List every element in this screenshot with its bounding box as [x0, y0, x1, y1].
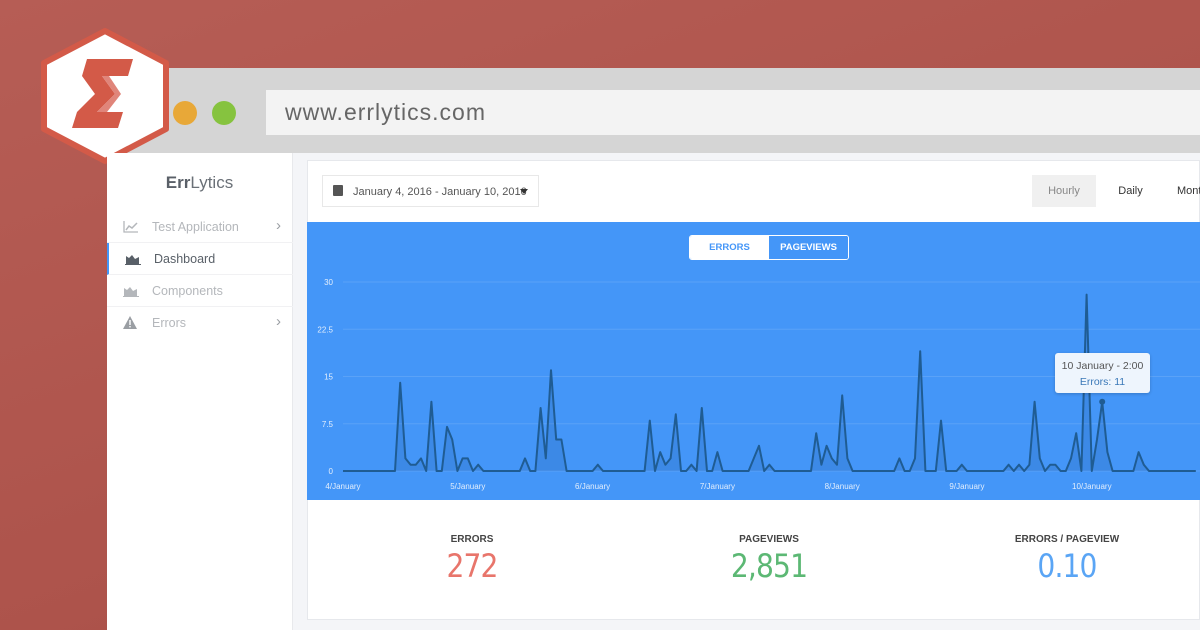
x-tick-label: 8/January [825, 482, 860, 491]
stat-errors-per-pageview: ERRORS / PAGEVIEW 0.10 [947, 534, 1187, 585]
y-tick-label: 15 [324, 373, 333, 382]
calendar-icon [333, 185, 343, 196]
metric-toggle: ERRORS PAGEVIEWS [689, 235, 849, 260]
chart-area: 0 7.5 15 22.5 30 4/January 5/January 6/January 7… [307, 222, 1200, 500]
maximize-dot[interactable] [212, 101, 236, 125]
stat-label: ERRORS [450, 534, 494, 545]
y-tick-label: 7.5 [322, 420, 334, 429]
stat-errors: ERRORS 272 [352, 534, 592, 585]
sidebar-item-label: Dashboard [154, 252, 216, 266]
stat-value: 272 [446, 547, 498, 585]
stat-pageviews: PAGEVIEWS 2,851 [649, 534, 889, 585]
monthly-button[interactable]: Monthly [1177, 185, 1200, 197]
x-tick-label: 4/January [325, 482, 360, 491]
chevron-right-icon: › [276, 313, 281, 330]
sidebar-item-dashboard[interactable]: Dashboard [107, 243, 293, 275]
x-tick-label: 6/January [575, 482, 610, 491]
tooltip-value: Errors: 11 [1079, 376, 1126, 388]
line-chart-icon [123, 221, 138, 233]
chevron-right-icon: › [276, 217, 281, 234]
url-bar[interactable]: www.errlytics.com [266, 90, 1200, 135]
caret-down-icon [520, 189, 528, 194]
daily-button[interactable]: Daily [1118, 185, 1143, 197]
brand-title: ErrLytics [165, 173, 234, 192]
area-chart-icon [125, 255, 141, 265]
sidebar-item-label: Components [152, 284, 223, 298]
stat-label: PAGEVIEWS [739, 534, 799, 545]
tooltip-title: 10 January - 2:00 [1061, 360, 1144, 372]
warning-icon [123, 316, 137, 329]
sidebar-item-errors[interactable]: Errors › [107, 307, 293, 339]
x-tick-label: 7/January [700, 482, 735, 491]
stat-label: ERRORS / PAGEVIEW [1014, 534, 1120, 545]
stat-value: 2,851 [730, 547, 808, 585]
date-range-picker[interactable]: January 4, 2016 - January 10, 2016 [322, 175, 539, 207]
hourly-button[interactable]: Hourly [1032, 175, 1096, 207]
sigma-logo-icon [72, 59, 133, 128]
sidebar-item-label: Test Application [152, 220, 239, 234]
date-range-value: January 4, 2016 - January 10, 2016 [353, 186, 527, 198]
sidebar: ErrLytics Test Application › Dashboard C… [107, 153, 293, 630]
x-tick-label: 10/January [1072, 482, 1112, 491]
chart-tooltip: 10 January - 2:00 Errors: 11 [1055, 353, 1150, 393]
sidebar-item-test-application[interactable]: Test Application › [107, 211, 293, 243]
minimize-dot[interactable] [173, 101, 197, 125]
y-tick-label: 30 [324, 278, 333, 287]
x-tick-label: 5/January [450, 482, 485, 491]
logo-hexagon [41, 28, 169, 164]
highlighted-point [1099, 398, 1106, 405]
area-chart-icon [123, 287, 139, 297]
y-tick-label: 0 [329, 467, 334, 476]
stat-value: 0.10 [1037, 547, 1097, 585]
pageviews-tab[interactable]: PAGEVIEWS [769, 236, 848, 259]
errors-tab[interactable]: ERRORS [690, 236, 769, 259]
sidebar-item-components[interactable]: Components [107, 275, 293, 307]
y-tick-label: 22.5 [317, 325, 333, 334]
sidebar-item-label: Errors [152, 316, 187, 330]
x-tick-label: 9/January [949, 482, 984, 491]
errors-chart: 0 7.5 15 22.5 30 4/January 5/January 6/January 7… [317, 278, 1200, 491]
